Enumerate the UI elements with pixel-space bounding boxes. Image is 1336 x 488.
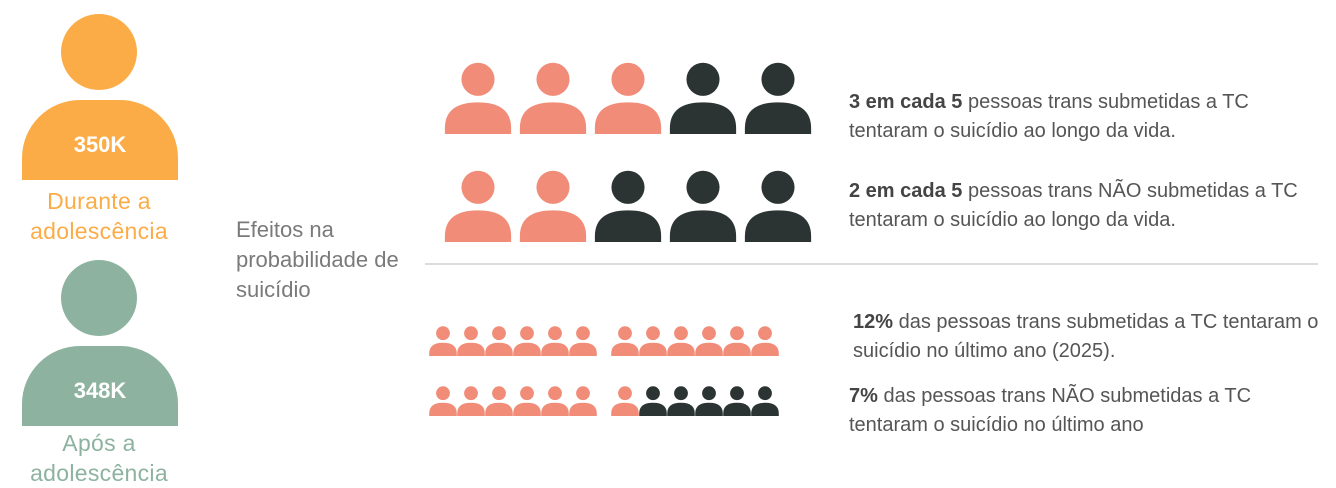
person-icon bbox=[513, 326, 541, 356]
person-icon bbox=[429, 386, 457, 416]
group-count: 350K bbox=[73, 132, 127, 157]
person-icon bbox=[611, 386, 639, 416]
person-icon bbox=[669, 62, 737, 134]
stat-text: 2 em cada 5 pessoas trans NÃO submetidas… bbox=[849, 177, 1319, 235]
person-icon bbox=[569, 386, 597, 416]
person-icon bbox=[519, 62, 587, 134]
people-row bbox=[442, 170, 814, 242]
group-label: Após a adolescência bbox=[30, 430, 168, 486]
person-icon bbox=[744, 62, 812, 134]
person-icon bbox=[639, 386, 667, 416]
person-body bbox=[22, 100, 178, 180]
people-row bbox=[428, 326, 818, 358]
person-icon bbox=[541, 386, 569, 416]
effects-label: Efeitos na probabilidade de suicídio bbox=[236, 217, 399, 302]
person-icon bbox=[594, 62, 662, 134]
person-icon bbox=[751, 326, 779, 356]
stat-highlight: 2 em cada 5 bbox=[849, 180, 963, 202]
person-icon bbox=[594, 170, 662, 242]
person-icon bbox=[667, 326, 695, 356]
person-icon bbox=[444, 62, 512, 134]
person-icon bbox=[519, 170, 587, 242]
stat-highlight: 7% bbox=[849, 385, 878, 407]
person-icon bbox=[667, 386, 695, 416]
person-icon bbox=[485, 326, 513, 356]
person-icon bbox=[444, 170, 512, 242]
person-icon bbox=[695, 386, 723, 416]
person-icon bbox=[429, 326, 457, 356]
stat-body: pessoas trans NÃO submetidas a TC tentar… bbox=[849, 180, 1298, 231]
stat-highlight: 12% bbox=[853, 311, 894, 333]
person-head bbox=[61, 14, 137, 90]
person-icon bbox=[457, 386, 485, 416]
stat-text: 3 em cada 5 pessoas trans submetidas a T… bbox=[849, 88, 1319, 146]
person-orange-icon: 350K bbox=[22, 14, 178, 180]
person-icon bbox=[457, 326, 485, 356]
person-head bbox=[61, 260, 137, 336]
people-row bbox=[428, 386, 818, 418]
person-icon bbox=[513, 386, 541, 416]
person-icon bbox=[611, 326, 639, 356]
stat-text: 12% das pessoas trans submetidas a TC te… bbox=[853, 308, 1323, 366]
person-icon bbox=[569, 326, 597, 356]
person-icon bbox=[541, 326, 569, 356]
person-green-icon: 348K bbox=[22, 260, 178, 426]
group-label: Durante a adolescência bbox=[30, 188, 168, 244]
people-row bbox=[442, 62, 814, 134]
group-count: 348K bbox=[73, 378, 127, 403]
stat-body: pessoas trans submetidas a TC tentaram o… bbox=[849, 91, 1249, 142]
person-body bbox=[22, 346, 178, 426]
divider bbox=[425, 263, 1318, 265]
person-icon bbox=[744, 170, 812, 242]
person-icon bbox=[695, 326, 723, 356]
person-icon bbox=[723, 386, 751, 416]
person-icon bbox=[751, 386, 779, 416]
stat-body: das pessoas trans NÃO submetidas a TC te… bbox=[849, 385, 1252, 436]
person-icon bbox=[485, 386, 513, 416]
person-icon bbox=[723, 326, 751, 356]
stat-text: 7% das pessoas trans NÃO submetidas a TC… bbox=[849, 382, 1289, 440]
person-icon bbox=[669, 170, 737, 242]
stat-body: das pessoas trans submetidas a TC tentar… bbox=[853, 311, 1319, 362]
person-icon bbox=[639, 326, 667, 356]
stat-highlight: 3 em cada 5 bbox=[849, 91, 963, 113]
